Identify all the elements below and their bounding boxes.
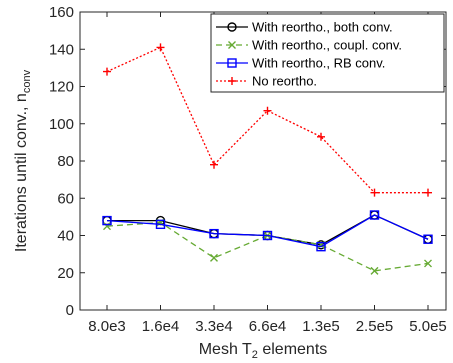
x-tick-labels: 8.0e3 1.6e4 3.3e4 6.6e4 1.3e5 2.5e5 5.0e5 <box>88 318 447 335</box>
data-point <box>210 253 218 262</box>
y-tick-label: 160 <box>49 4 74 21</box>
series-2 <box>102 210 433 252</box>
legend-entry: No reortho. <box>216 74 317 89</box>
y-tick-label: 40 <box>57 228 74 245</box>
x-tick-label: 8.0e3 <box>88 318 126 335</box>
data-point <box>155 219 166 230</box>
data-point <box>262 230 273 241</box>
data-point <box>423 234 433 244</box>
data-point <box>209 228 219 239</box>
y-tick-label: 100 <box>49 116 74 133</box>
legend-swatch-marker <box>227 22 237 32</box>
legend-swatch-marker <box>227 58 237 68</box>
y-tick-labels: 0 20 40 60 80 100 120 140 160 <box>49 4 74 319</box>
y-tick-label: 80 <box>57 153 74 170</box>
y-tick-label: 0 <box>66 302 74 319</box>
data-point <box>317 132 325 141</box>
series-3 <box>103 43 432 197</box>
data-point <box>424 188 432 197</box>
x-axis-label: Mesh T2 elements <box>199 341 328 361</box>
data-point <box>316 241 326 252</box>
legend-label: No reortho. <box>252 74 317 89</box>
x-tick-label: 1.3e5 <box>302 318 340 335</box>
y-tick-label: 120 <box>49 79 74 96</box>
x-tick-label: 6.6e4 <box>249 318 287 335</box>
series-layer <box>102 43 433 275</box>
x-tick-label: 2.5e5 <box>356 318 394 335</box>
legend-entry: With reortho., RB conv. <box>216 56 385 71</box>
y-tick-label: 20 <box>57 265 74 282</box>
x-tick-label: 1.6e4 <box>142 318 180 335</box>
data-point <box>103 67 111 76</box>
data-point <box>424 259 432 268</box>
legend-label: With reortho., coupl. conv. <box>252 38 402 53</box>
legend-swatch-marker <box>228 41 236 49</box>
data-point <box>263 106 272 115</box>
x-tick-label: 5.0e5 <box>409 318 447 335</box>
x-tick-label: 3.3e4 <box>195 318 233 335</box>
data-point <box>156 43 165 52</box>
data-point <box>369 210 380 220</box>
data-point <box>370 266 379 275</box>
legend-label: With reortho., RB conv. <box>252 56 385 71</box>
y-tick-label: 60 <box>57 190 74 207</box>
legend-entry: With reortho., coupl. conv. <box>216 38 402 53</box>
data-point <box>103 222 111 231</box>
data-point <box>102 215 112 226</box>
series-line <box>106 214 429 248</box>
legend-label: With reortho., both conv. <box>252 20 393 35</box>
legend-entry: With reortho., both conv. <box>216 20 393 35</box>
axis-ticks <box>80 11 446 311</box>
legend-box <box>210 13 445 93</box>
legend-swatch-marker <box>228 77 236 85</box>
data-point <box>210 160 218 169</box>
y-tick-label: 140 <box>49 41 74 58</box>
data-point <box>370 188 379 197</box>
legend: With reortho., both conv. With reortho., … <box>210 13 445 93</box>
y-axis-label: Iterations until conv., nconv <box>13 69 33 252</box>
